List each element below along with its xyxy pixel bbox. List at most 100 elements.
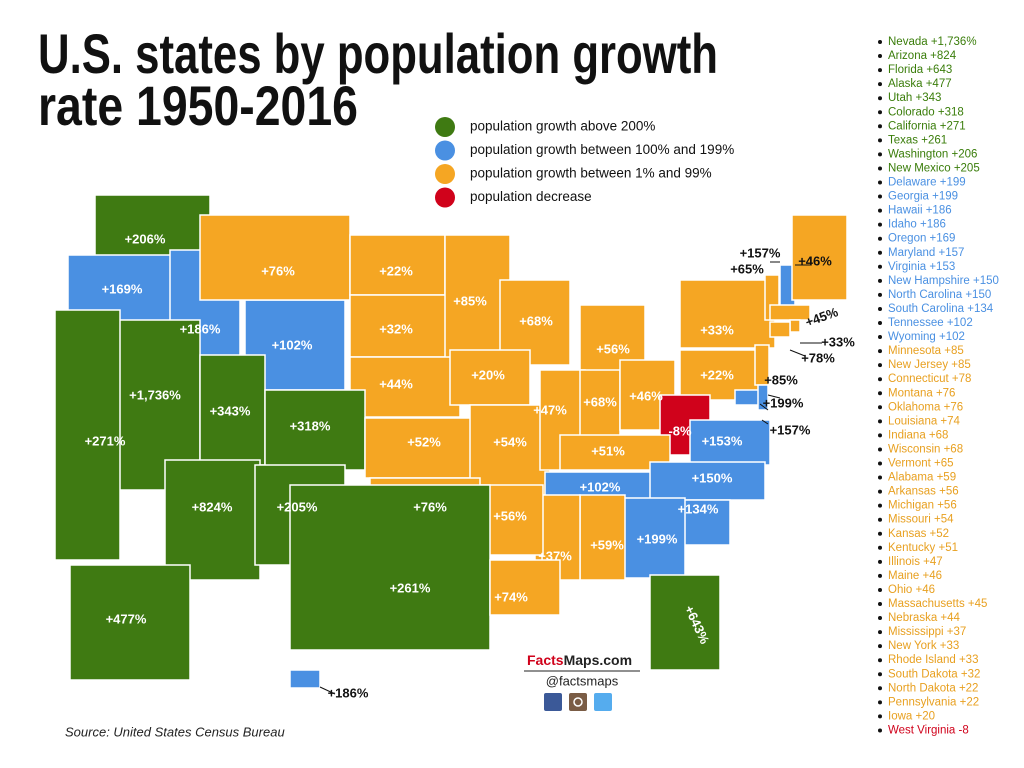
- state: [449, 349, 531, 406]
- list-item: Minnesota +85: [888, 345, 964, 357]
- list-item: Delaware +199: [888, 177, 966, 189]
- list-bullet: [878, 630, 882, 635]
- list-bullet: [878, 54, 882, 59]
- title-line: U.S. states by population growth: [38, 22, 718, 85]
- state-label: +65%: [730, 261, 764, 276]
- list-item: New Hampshire +150: [888, 275, 999, 287]
- state-label: +157%: [770, 422, 811, 437]
- list-bullet: [878, 447, 882, 452]
- state-label: +74%: [494, 589, 528, 604]
- list-bullet: [878, 208, 882, 213]
- list-item: Iowa +20: [888, 710, 935, 722]
- list-item: Utah +343: [888, 92, 941, 104]
- list-bullet: [878, 602, 882, 606]
- list-item: Florida +643: [888, 64, 952, 76]
- list-bullet: [878, 236, 882, 241]
- list-item: Pennsylvania +22: [888, 696, 979, 708]
- list-bullet: [878, 391, 882, 396]
- state-label: +78%: [801, 350, 835, 365]
- state: [444, 234, 511, 361]
- list-bullet: [878, 587, 882, 592]
- state: [349, 356, 461, 418]
- list-item: South Carolina +134: [888, 303, 994, 315]
- list-item: Arizona +824: [888, 50, 957, 62]
- list-bullet: [878, 573, 882, 578]
- state-label: +102%: [272, 337, 313, 352]
- list-bullet: [878, 278, 882, 283]
- legend-swatch: [435, 140, 455, 161]
- callout-line: [761, 419, 769, 425]
- instagram-icon[interactable]: [569, 693, 587, 711]
- list-item: Idaho +186: [888, 219, 946, 231]
- state-label: +22%: [700, 367, 734, 382]
- state: [469, 404, 551, 496]
- list-item: Georgia +199: [888, 191, 958, 203]
- list-bullet: [878, 40, 882, 44]
- state-label: +32%: [379, 321, 413, 336]
- legend-label: population decrease: [470, 189, 592, 204]
- state-label: +85%: [764, 372, 798, 387]
- state-label: +1,736%: [129, 387, 181, 402]
- state-label: -8%: [668, 423, 692, 438]
- title-line: rate 1950-2016: [38, 74, 358, 137]
- state-label: +47%: [533, 402, 567, 417]
- list-item: Arkansas +56: [888, 486, 959, 498]
- brand-part: Facts: [527, 652, 564, 668]
- list-bullet: [878, 138, 882, 143]
- state-label: +343%: [210, 403, 251, 418]
- state-label: +157%: [740, 245, 781, 260]
- list-item: Massachusetts +45: [888, 598, 987, 610]
- list-bullet: [878, 166, 882, 171]
- list-bullet: [878, 644, 882, 649]
- state: [349, 234, 446, 296]
- list-item: Vermont +65: [888, 458, 954, 470]
- list-bullet: [878, 658, 882, 663]
- list-bullet: [878, 559, 882, 564]
- state-label: +85%: [453, 293, 487, 308]
- list-bullet: [878, 180, 882, 185]
- state-label: +20%: [471, 367, 505, 382]
- facebook-icon[interactable]: [544, 693, 562, 711]
- legend-label: population growth between 1% and 99%: [470, 166, 712, 181]
- list-item: New Jersey +85: [888, 359, 971, 371]
- list-bullet: [878, 306, 882, 311]
- legend-label: population growth between 100% and 199%: [470, 142, 734, 157]
- list-item: Ohio +46: [888, 584, 935, 596]
- list-item: Tennessee +102: [888, 317, 973, 329]
- brand-name: FactsMaps.com: [527, 652, 632, 668]
- list-bullet: [878, 194, 882, 199]
- state-label: +206%: [125, 231, 166, 246]
- brand-handle: @factsmaps: [546, 673, 619, 688]
- list-item: Maine +46: [888, 570, 942, 582]
- list-item: Indiana +68: [888, 429, 948, 441]
- list-bullet: [878, 503, 882, 508]
- list-item: Texas +261: [888, 134, 947, 146]
- state-label: +134%: [678, 501, 719, 516]
- list-bullet: [878, 250, 882, 255]
- state-label: +59%: [590, 537, 624, 552]
- list-bullet: [878, 489, 882, 494]
- list-bullet: [878, 616, 882, 621]
- state-label: +150%: [692, 470, 733, 485]
- list-item: Nebraska +44: [888, 612, 961, 624]
- twitter-icon[interactable]: [594, 693, 612, 711]
- state-label: +186%: [180, 321, 221, 336]
- list-bullet: [878, 68, 882, 73]
- legend-swatch: [435, 187, 455, 208]
- state-label: +68%: [519, 313, 553, 328]
- state-label: +52%: [407, 434, 441, 449]
- state: [679, 279, 776, 349]
- state: [164, 459, 261, 581]
- state-label: +477%: [106, 611, 147, 626]
- list-item: California +271: [888, 120, 966, 132]
- list-item: Washington +206: [888, 148, 977, 160]
- list-item: Nevada +1,736%: [888, 36, 977, 48]
- legend-label: population growth above 200%: [470, 119, 655, 134]
- list-item: North Carolina +150: [888, 289, 991, 301]
- list-item: Kentucky +51: [888, 542, 958, 554]
- list-item: West Virginia -8: [888, 724, 969, 736]
- state-label: +76%: [261, 263, 295, 278]
- state: [199, 354, 266, 466]
- instagram-glyph: [573, 697, 583, 707]
